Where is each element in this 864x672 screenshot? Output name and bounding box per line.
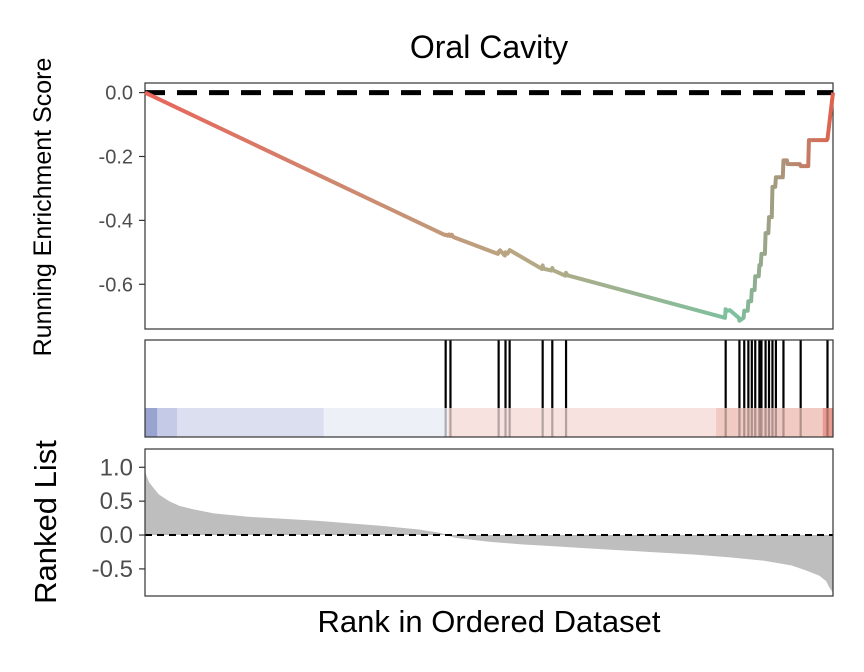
- es-panel-frame: [144, 82, 834, 330]
- heatmap-band: [323, 408, 448, 437]
- heatmap-bands: [145, 408, 833, 437]
- x-axis-title: Rank in Ordered Dataset: [318, 604, 661, 639]
- es-series-line: [144, 90, 835, 323]
- rank-y-axis: 1.0 0.5 0.0 -0.5: [92, 454, 145, 583]
- hit-lines: [444, 340, 829, 437]
- rank-y-tick-label: 0.0: [100, 522, 133, 549]
- rank-y-tick-label: 0.5: [100, 488, 133, 515]
- heatmap-band: [447, 408, 717, 437]
- es-y-axis-title: Running Enrichment Score: [29, 58, 57, 357]
- hit-panel-frame: [144, 339, 834, 438]
- rank-y-tick-label: -0.5: [92, 556, 133, 583]
- es-y-tick-label: -0.6: [99, 274, 133, 296]
- rank-panel: 1.0 0.5 0.0 -0.5: [92, 448, 834, 597]
- es-y-axis: 0.0 -0.2 -0.4 -0.6: [99, 83, 145, 296]
- heatmap-band: [822, 408, 833, 437]
- rank-panel-frame: [144, 448, 834, 597]
- rank-y-axis-title: Ranked List: [28, 440, 63, 604]
- heatmap-band: [145, 408, 158, 437]
- heatmap-band: [157, 408, 178, 437]
- rank-y-tick-label: 1.0: [100, 454, 133, 481]
- es-y-tick-label: -0.2: [99, 146, 133, 168]
- es-y-tick-label: -0.4: [99, 210, 133, 232]
- es-y-tick-label: 0.0: [105, 83, 133, 105]
- es-panel: 0.0 -0.2 -0.4 -0.6: [99, 82, 835, 330]
- chart-title: Oral Cavity: [410, 29, 568, 65]
- hit-panel: [144, 339, 834, 438]
- ranked-metric-area: [145, 470, 833, 593]
- heatmap-band: [177, 408, 324, 437]
- heatmap-band: [716, 408, 823, 437]
